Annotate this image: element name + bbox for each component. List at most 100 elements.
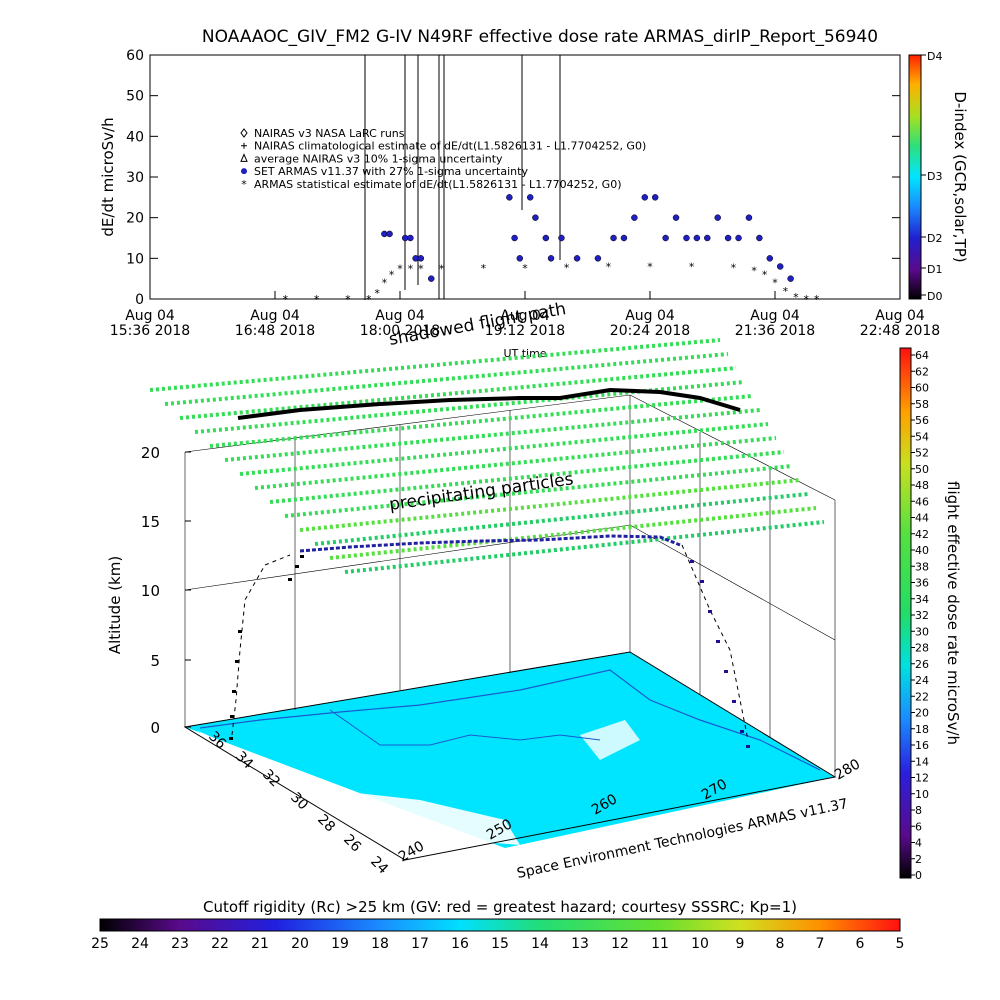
y-tick-label: 60: [126, 48, 144, 64]
d-index-colorbar: [908, 54, 922, 300]
armas-point: [506, 194, 513, 201]
descent-marker: [700, 580, 704, 583]
nairas-climatological-point: *: [522, 262, 528, 275]
legend-label: NAIRAS climatological estimate of dE/dt(…: [254, 140, 646, 153]
altitude-tick-label: 5: [150, 652, 160, 670]
particle-row: [314, 492, 809, 546]
dose-tick-label: 38: [915, 560, 929, 573]
armas-point: [573, 255, 581, 262]
dose-rate-colorbar-label: flight effective dose rate microSv/h: [944, 481, 962, 745]
dose-tick-label: 8: [915, 804, 922, 817]
armas-point: [662, 234, 669, 242]
particle-row: [209, 394, 753, 448]
particle-row: [164, 352, 729, 406]
armas-point: [641, 194, 649, 201]
armas-point: [745, 214, 753, 221]
climb-marker: [300, 555, 304, 558]
nairas-climatological-point: *: [382, 277, 388, 290]
x-tick-label-time: 20:24 2018: [610, 323, 690, 339]
gulf-gap: [580, 720, 640, 760]
nairas-climatological-point: *: [408, 263, 414, 276]
climb-marker: [235, 660, 239, 663]
armas-point: [511, 234, 518, 242]
y-tick-label: 50: [126, 89, 144, 105]
nairas-climatological-point: *: [804, 293, 810, 306]
armas-point: [526, 194, 534, 201]
altitude-tick-label: 0: [150, 719, 160, 737]
nairas-climatological-point: *: [397, 263, 403, 276]
armas-point: [683, 234, 690, 242]
dose-tick-label: 36: [915, 577, 929, 590]
dose-tick-label: 16: [915, 739, 929, 752]
cutoff-tick-label: 10: [691, 936, 709, 952]
armas-point: [542, 234, 550, 242]
cutoff-rigidity-colorbar: [99, 918, 901, 932]
armas-point: [620, 234, 628, 242]
cutoff-tick-label: 19: [331, 936, 349, 952]
cutoff-rigidity-ticks: 25 24 23 22 21 20 19 18 17 16 15 14 13 12 11 10 9 8 7 6 5: [91, 936, 904, 952]
descent-marker: [708, 610, 712, 613]
dose-tick-label: 24: [915, 674, 929, 687]
armas-point: [594, 255, 602, 262]
altitude-axis-label: Altitude (km): [106, 556, 124, 654]
legend-symbol-triangle: [240, 153, 248, 162]
descent-marker: [724, 670, 728, 673]
armas-point: [428, 275, 435, 282]
cutoff-tick-label: 22: [211, 936, 229, 952]
armas-point: [735, 234, 742, 242]
cutoff-tick-label: 6: [856, 936, 865, 952]
altitude-tick-label: 10: [141, 582, 160, 600]
descent-marker: [732, 700, 736, 703]
armas-point: [776, 263, 784, 270]
climb-marker: [230, 715, 234, 718]
legend-label: SET ARMAS v11.37 with 27% 1-sigma uncert…: [254, 165, 528, 178]
descent-projection-east: [681, 544, 749, 741]
dose-tick-label: 10: [915, 788, 929, 801]
dose-tick-label: 40: [915, 544, 929, 557]
armas-point: [756, 234, 763, 242]
dose-tick-label: 32: [915, 609, 929, 622]
dose-tick-label: 64: [915, 349, 929, 362]
cutoff-tick-label: 20: [291, 936, 309, 952]
x-tick-label-day: Aug 04: [500, 308, 550, 324]
cutoff-tick-label: 14: [531, 936, 549, 952]
nairas-climatological-point: *: [314, 293, 320, 306]
armas-point: [516, 255, 524, 262]
armas-spike-lines: [364, 55, 561, 300]
dose-tick-label: 48: [915, 479, 929, 492]
dose-tick-label: 34: [915, 593, 929, 606]
armas-point: [766, 255, 774, 262]
dose-tick-label: 44: [915, 512, 929, 525]
x-tick-label-time: 15:36 2018: [110, 323, 190, 339]
armas-point: [693, 234, 701, 242]
nairas-climatological-point: *: [751, 265, 757, 278]
descent-marker: [716, 640, 720, 643]
dose-tick-label: 56: [915, 414, 929, 427]
coastline: [199, 669, 821, 771]
dose-tick-label: 52: [915, 447, 929, 460]
d-index-tick-label: D3: [927, 170, 942, 183]
legend-symbol-star: *: [241, 178, 247, 191]
cutoff-tick-label: 9: [736, 936, 745, 952]
legend-label: average NAIRAS v3 10% 1-sigma uncertaint…: [254, 152, 503, 165]
nairas-climatological-point: *: [814, 293, 820, 306]
dose-tick-label: 6: [915, 820, 922, 833]
dose-rate-ticks: 6462605856545250484644424038363432302826…: [911, 349, 929, 882]
altitude-tick-label: 15: [141, 513, 160, 531]
nairas-climatological-point: *: [439, 263, 445, 276]
flight-3d-plot: shadowed flight path precipitating parti…: [106, 299, 962, 882]
descent-marker: [690, 560, 694, 563]
dose-tick-label: 18: [915, 723, 929, 736]
annotation-precipitating-particles: precipitating particles: [388, 469, 575, 515]
altitude-axis: 0 5 10 15 20: [141, 444, 191, 737]
nairas-climatological-point: *: [783, 285, 789, 298]
armas-point: [532, 214, 539, 221]
nairas-climatological-point: *: [564, 261, 570, 274]
nairas-climatological-point: *: [793, 291, 799, 304]
dose-tick-label: 46: [915, 495, 929, 508]
particle-row: [194, 380, 745, 434]
nairas-climatological-point: *: [374, 287, 380, 300]
top-y-axis-label: dE/dt microSv/h: [99, 117, 117, 236]
